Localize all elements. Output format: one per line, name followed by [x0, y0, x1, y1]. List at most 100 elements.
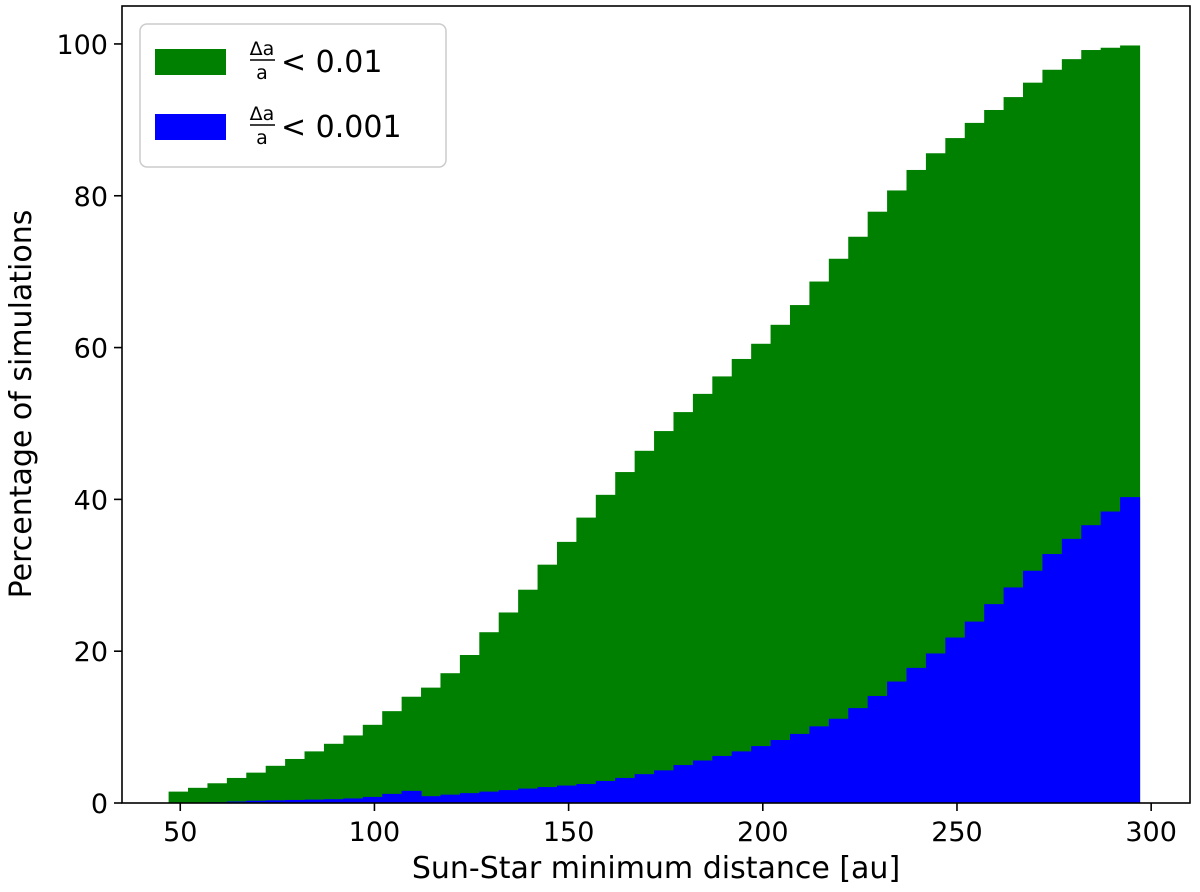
bar-series1-bin-43 [1003, 587, 1024, 803]
bar-series0-bin-2 [207, 783, 228, 803]
bar-series1-bin-29 [731, 751, 752, 803]
bar-series0-bin-29 [731, 358, 752, 803]
bar-series1-bin-39 [925, 653, 946, 803]
x-tick-label: 150 [543, 817, 595, 848]
bar-series1-bin-35 [848, 708, 869, 803]
bar-series1-bin-19 [537, 787, 558, 803]
y-tick-label: 100 [56, 30, 108, 61]
bar-series0-bin-40 [945, 138, 966, 803]
bar-series1-bin-21 [576, 784, 597, 803]
legend-0-label: < 0.01 [281, 45, 382, 80]
bar-series1-bin-48 [1100, 511, 1121, 803]
bar-series1-bin-13 [421, 796, 442, 803]
bar-series0-bin-3 [226, 777, 247, 803]
bar-series1-bin-11 [382, 793, 403, 803]
bar-series0-bin-39 [925, 153, 946, 803]
bar-series0-bin-26 [673, 412, 694, 803]
bar-series0-bin-18 [518, 589, 539, 803]
bar-series0-bin-22 [595, 494, 616, 803]
bar-series1-bin-49 [1120, 497, 1141, 803]
bar-series0-bin-34 [828, 258, 849, 804]
legend-1-denominator: a [256, 127, 268, 149]
x-tick-label: 100 [349, 817, 401, 848]
bar-series1-bin-31 [770, 739, 791, 803]
bar-series0-bin-21 [576, 517, 597, 803]
bar-series1-bin-17 [498, 790, 519, 803]
bar-series1-bin-22 [595, 780, 616, 803]
bar-series1-bin-30 [751, 746, 772, 803]
bar-series0-bin-30 [751, 343, 772, 803]
bar-series1-bin-38 [906, 667, 927, 803]
bar-series0-bin-10 [362, 724, 383, 803]
bar-series1-bin-5 [265, 800, 286, 803]
x-tick-label: 250 [931, 817, 983, 848]
bar-series0-bin-25 [654, 431, 675, 803]
bar-series0-bin-33 [809, 281, 830, 803]
bar-series1-bin-16 [479, 791, 500, 803]
y-tick-label: 40 [74, 485, 108, 516]
bar-series1-bin-14 [440, 794, 461, 803]
legend-1-label: < 0.001 [281, 110, 402, 145]
legend-swatch-blue [155, 114, 226, 140]
legend-0-numerator: Δa [250, 38, 275, 60]
bar-series1-bin-32 [789, 733, 811, 803]
bar-series0-bin-1 [188, 787, 209, 803]
bar-series0-bin-9 [343, 735, 364, 803]
bar-series0-bin-28 [712, 376, 733, 803]
bar-series0-bin-15 [459, 654, 480, 803]
bar-series0-bin-31 [770, 324, 791, 803]
x-axis-label: Sun-Star minimum distance [au] [412, 851, 900, 886]
bar-series0-bin-17 [498, 612, 519, 803]
bar-series1-bin-26 [673, 765, 694, 803]
bar-series0-bin-13 [421, 687, 442, 803]
bar-series0-bin-36 [867, 211, 888, 803]
bar-series0-bin-6 [285, 758, 306, 803]
bar-series0-bin-19 [537, 564, 558, 803]
bar-series1-bin-33 [809, 726, 830, 803]
legend-0-denominator: a [256, 62, 268, 84]
y-tick-label: 80 [74, 182, 108, 213]
bar-series1-bin-41 [964, 621, 985, 803]
bar-series1-bin-9 [343, 798, 364, 803]
bar-series0-bin-8 [323, 743, 344, 803]
bar-series1-bin-44 [1023, 570, 1044, 803]
bar-series0-bin-0 [168, 791, 189, 803]
bar-series1-bin-45 [1042, 554, 1063, 803]
bar-series1-bin-27 [692, 760, 713, 803]
bar-series1-bin-6 [285, 799, 306, 803]
bar-series1-bin-47 [1081, 525, 1102, 803]
y-axis-label: Percentage of simulations [4, 210, 39, 599]
bar-series0-bin-32 [789, 305, 811, 803]
bar-series0-bin-4 [246, 772, 267, 803]
bar-series0-bin-38 [906, 169, 927, 803]
bar-series1-bin-4 [246, 800, 267, 803]
bar-series0-bin-12 [401, 696, 422, 803]
bar-series1-bin-10 [362, 796, 383, 803]
bar-series1-bin-7 [304, 799, 325, 803]
bar-series1-bin-46 [1061, 538, 1082, 803]
legend-1-numerator: Δa [250, 103, 275, 125]
bar-series1-bin-15 [459, 793, 480, 803]
bar-series1-bin-37 [887, 681, 908, 803]
bar-series1-bin-25 [654, 770, 675, 803]
bar-series1-bin-8 [323, 799, 344, 803]
bar-series1-bin-36 [867, 695, 888, 803]
y-tick-label: 60 [74, 334, 108, 365]
bar-series0-bin-20 [556, 541, 577, 803]
plot-frame [121, 5, 1191, 804]
y-tick-label: 20 [74, 637, 108, 668]
bar-series0-bin-37 [887, 190, 908, 803]
x-tick-label: 50 [163, 817, 197, 848]
y-axis-ticks: 0 20 40 60 80 100 [56, 30, 122, 820]
x-tick-label: 200 [737, 817, 789, 848]
bar-series1-bin-34 [828, 718, 849, 803]
bar-series0-bin-27 [692, 393, 713, 803]
bar-series1-bin-18 [518, 788, 539, 803]
bar-series0-bin-7 [304, 751, 325, 803]
legend: Δa a < 0.01 Δa a < 0.001 [139, 23, 447, 168]
bar-series0-bin-35 [848, 236, 869, 803]
bar-series0-bin-23 [615, 472, 636, 803]
series-blue-bars [207, 497, 1141, 803]
x-axis-ticks: 50 100 150 200 250 300 [163, 803, 1177, 848]
